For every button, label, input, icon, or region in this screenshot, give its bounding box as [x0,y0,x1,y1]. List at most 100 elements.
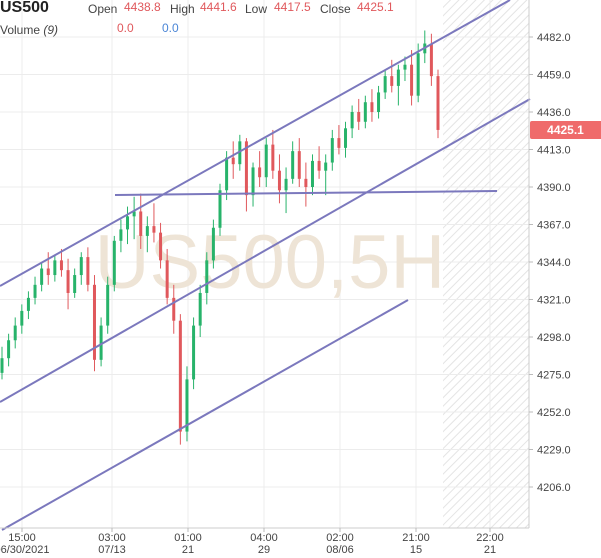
candle [284,167,288,214]
candle-body [79,257,83,276]
candle [165,248,169,305]
x-tick-date: 06/30/2021 [0,544,50,556]
x-tick-date: 07/13 [98,544,126,556]
candle [145,216,149,253]
candle-body [13,325,17,341]
candle-body [211,227,215,261]
candle [185,366,189,442]
low-label: Low [245,2,268,16]
candle [416,43,420,103]
candle [0,346,4,380]
candle [436,69,440,139]
candle-body [383,76,387,93]
volume-period: (9) [43,23,59,37]
channel-line [0,0,511,287]
x-tick-time: 21:00 [402,532,430,544]
x-tick-date: 15 [410,544,422,556]
channel-lines [0,0,531,531]
close-label: Close [320,2,351,16]
x-tick-time: 22:00 [476,532,504,544]
x-tick-time: 03:00 [98,532,126,544]
candle [198,284,202,337]
candle-body [429,43,433,77]
candle [119,219,123,253]
candle-body [159,232,163,261]
candle-body [324,162,328,171]
candle [350,105,354,139]
candle-body [357,112,361,122]
future-zone [443,0,529,528]
candle [244,138,248,212]
candle-body [205,260,209,293]
candle [310,154,314,196]
volume-value-1: 0.0 [117,21,134,35]
candle-body [317,160,321,171]
x-tick-time: 15:00 [8,532,36,544]
candle-body [86,257,90,285]
y-tick-label: 4390.0 [537,182,571,194]
candle [20,304,24,334]
y-tick-label: 4229.0 [537,445,571,457]
candle [112,235,116,292]
candle-body [106,284,110,326]
y-tick-label: 4206.0 [537,482,571,494]
candle [238,134,242,171]
candle [258,151,262,187]
candle [33,276,37,305]
candle-body [251,167,255,196]
y-tick-label: 4298.0 [537,332,571,344]
candle-body [165,260,169,298]
candle [344,121,348,158]
candle-body [225,157,229,191]
candle [297,138,301,187]
watermark: US500,5H [95,220,446,305]
open-label: Open [88,2,118,16]
price-axis: 4482.0 4459.0 4436.0 4413.0 4390.0 4367.0 4344… [529,32,571,494]
channel-line [0,98,531,403]
candle [159,222,163,269]
candle-body [198,292,202,326]
candle [211,219,215,269]
candle [13,317,17,349]
candle-body [350,112,354,129]
candle-body [185,379,189,432]
high-value: 4441.6 [200,0,237,14]
candle-body [231,157,235,165]
candle-body [119,229,123,241]
candle [126,206,130,245]
candle [66,258,70,310]
candle-body [310,160,314,187]
candle-body [92,284,96,360]
candle-body [59,260,63,271]
candle [53,255,57,282]
x-tick-date: 29 [258,544,270,556]
candle-body [53,260,57,276]
candle-body [126,216,130,230]
candle-body [192,325,196,380]
close-value: 4425.1 [357,0,394,14]
candle-body [73,275,77,293]
x-tick-date: 21 [484,544,496,556]
candle [86,247,90,292]
candle [410,50,414,106]
candle-body [20,310,24,326]
candle-body [390,76,394,86]
candle-body [40,268,44,285]
candle [46,252,50,285]
candle-body [218,190,222,228]
y-tick-label: 4275.0 [537,370,571,382]
candle [172,284,176,334]
candle [377,85,381,119]
candle-body [363,102,367,122]
candle-body [344,128,348,148]
candle [132,196,136,240]
x-tick-date: 21 [182,544,194,556]
candle-body [66,270,70,293]
candle-body [178,320,182,432]
candle [106,276,110,334]
time-axis: 15:0006/30/202103:0007/1301:002104:00290… [0,528,504,556]
candle [205,252,209,305]
x-tick-time: 04:00 [250,532,278,544]
y-tick-label: 4367.0 [537,220,571,232]
candle [363,95,367,129]
